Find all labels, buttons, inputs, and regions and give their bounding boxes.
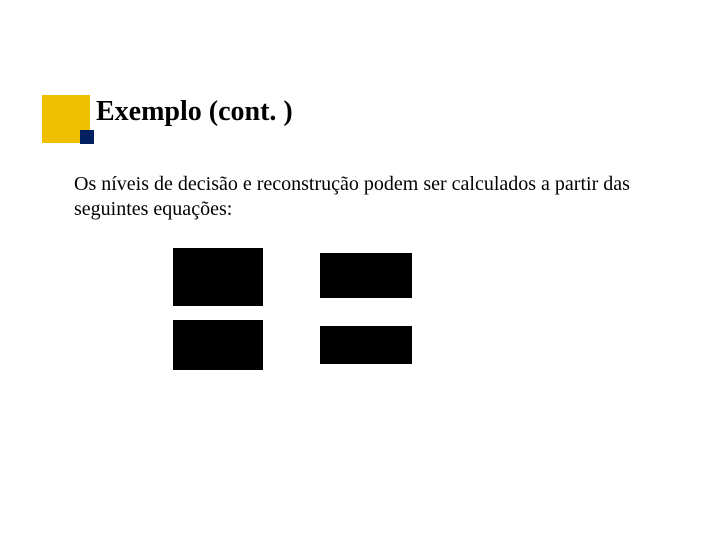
title-accent-shadow [80,130,94,144]
equation-block [320,326,412,364]
equation-block [173,320,263,370]
slide-body-text: Os níveis de decisão e reconstrução pode… [74,172,634,222]
slide: Exemplo (cont. ) Os níveis de decisão e … [0,0,720,540]
equation-block [173,248,263,306]
equation-block [320,253,412,298]
slide-title: Exemplo (cont. ) [96,96,293,128]
